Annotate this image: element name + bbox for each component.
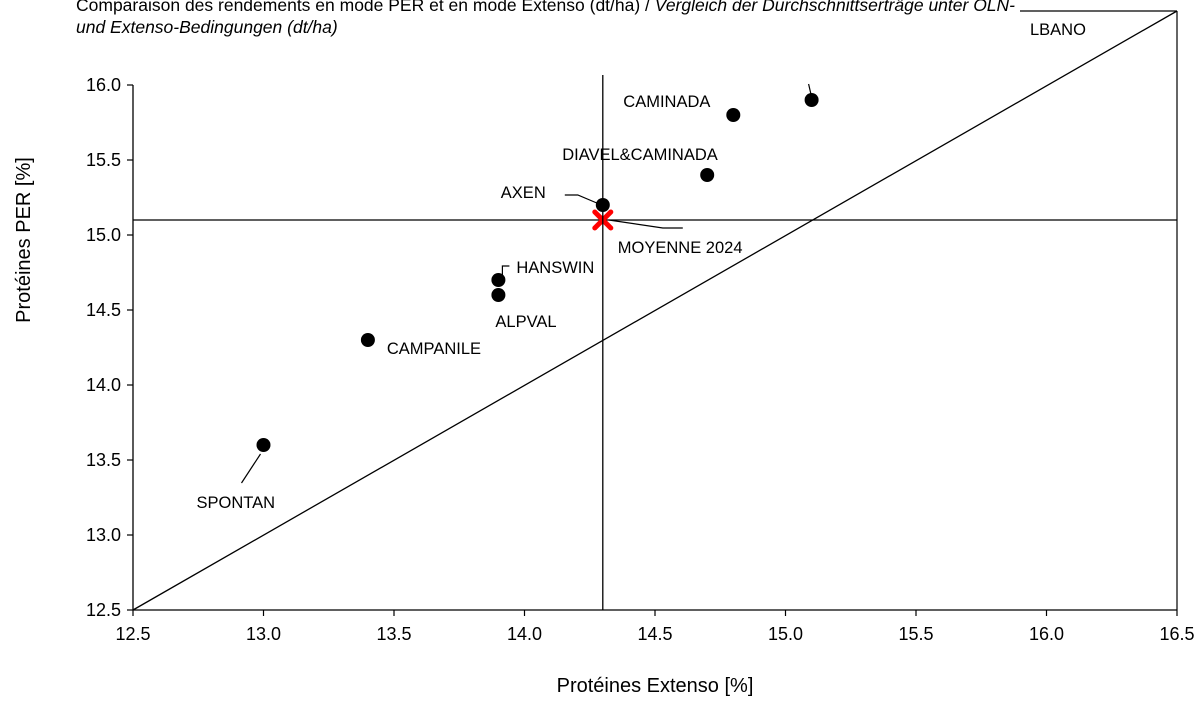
y-tick-label: 15.0 <box>86 225 121 245</box>
x-tick-label: 14.5 <box>637 624 672 644</box>
data-point <box>804 93 819 107</box>
data-point <box>726 108 741 122</box>
y-tick-label: 13.5 <box>86 450 121 470</box>
y-tick-label: 14.5 <box>86 300 121 320</box>
x-tick-label: 16.0 <box>1029 624 1064 644</box>
point-label: CAMINADA <box>623 93 710 111</box>
data-point <box>491 288 506 302</box>
data-point <box>491 273 506 287</box>
point-label: AXEN <box>501 184 546 202</box>
leader-line <box>564 194 598 204</box>
point-label: HANSWIN <box>516 259 594 277</box>
axes: 12.5 13.0 13.5 14.0 14.5 15.0 15.5 16.0 16.5 12.5… <box>86 75 1195 644</box>
x-tick-label: 15.5 <box>898 624 933 644</box>
data-point <box>360 333 375 347</box>
data-point <box>256 438 271 452</box>
x-tick-label: 13.0 <box>246 624 281 644</box>
point-label: CAMPANILE <box>387 340 481 358</box>
mean-leader-line <box>608 219 683 229</box>
y-tick-label: 12.5 <box>86 600 121 620</box>
leader-line <box>808 83 813 98</box>
x-tick-label: 12.5 <box>115 624 150 644</box>
leader-line <box>498 265 510 279</box>
mean-label: MOYENNE 2024 <box>618 239 743 257</box>
x-tick-label: 13.5 <box>376 624 411 644</box>
offscale-label: LBANO <box>1030 21 1086 39</box>
x-tick-label: 14.0 <box>507 624 542 644</box>
point-label: DIAVEL&CAMINADA <box>562 146 718 164</box>
chart-title-fr: Comparaison des rendements en mode PER e… <box>76 0 655 15</box>
y-tick-label: 13.0 <box>86 525 121 545</box>
point-label: ALPVAL <box>495 313 556 331</box>
x-tick-label: 16.5 <box>1159 624 1194 644</box>
point-label: SPONTAN <box>197 494 276 512</box>
y-tick-label: 14.0 <box>86 375 121 395</box>
y-tick-label: 16.0 <box>86 75 121 95</box>
y-tick-label: 15.5 <box>86 150 121 170</box>
diagonal-line <box>132 10 1178 611</box>
y-axis-label: Protéines PER [%] <box>13 157 35 323</box>
leader-line <box>240 453 262 484</box>
chart-title: Comparaison des rendements en mode PER e… <box>76 0 1036 38</box>
point-labels: SPONTAN CAMPANILE ALPVAL HANSWIN AXEN DIAVEL&… <box>197 83 813 512</box>
x-tick-label: 15.0 <box>768 624 803 644</box>
data-point <box>700 168 715 182</box>
chart-title-de: Vergleich der Durchschnittserträge unter… <box>76 0 1015 37</box>
x-axis-label: Protéines Extenso [%] <box>557 675 754 697</box>
